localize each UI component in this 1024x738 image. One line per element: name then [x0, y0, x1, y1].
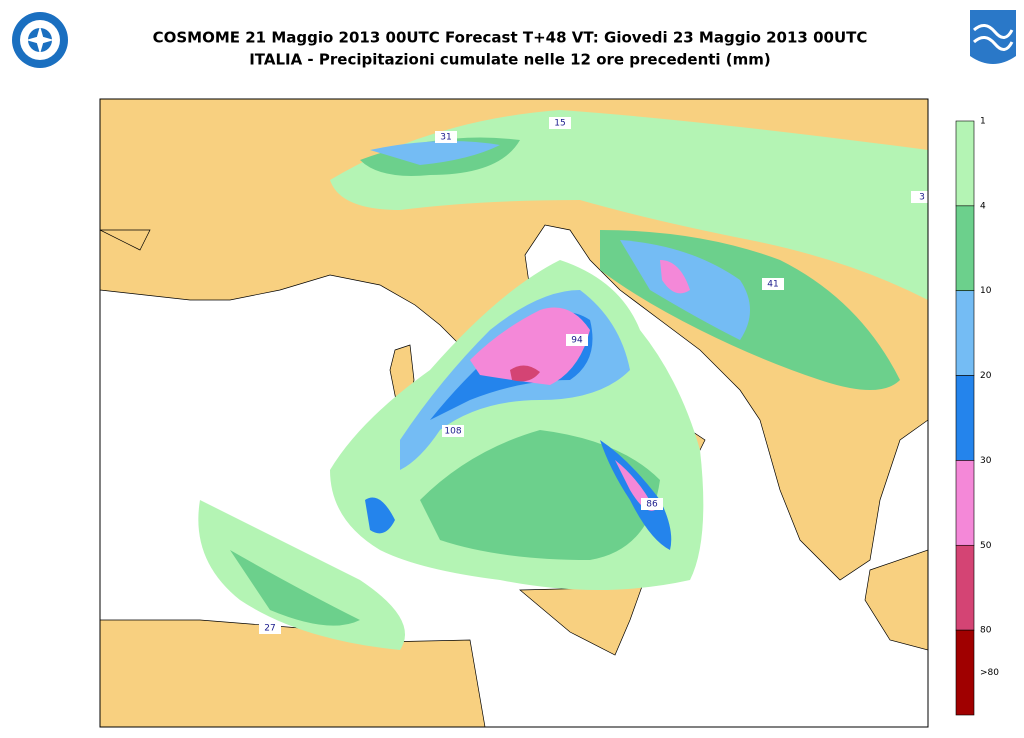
- max-label-box: [549, 117, 571, 129]
- max-label: 31: [440, 133, 451, 143]
- colorbar-segment: [955, 120, 975, 207]
- colorbar-label: >80: [980, 668, 999, 678]
- colorbar-label: 10: [980, 286, 992, 296]
- max-label: 41: [767, 280, 778, 290]
- colorbar-segment: [955, 544, 975, 631]
- max-label-box: [442, 425, 464, 437]
- colorbar-segment: [955, 375, 975, 461]
- map-frame: [99, 98, 929, 728]
- title: COSMOME 21 Maggio 2013 00UTC Forecast T+…: [153, 29, 868, 47]
- colorbar-segment: [955, 290, 975, 376]
- max-label: 15: [554, 119, 565, 129]
- colorbar-label: 20: [980, 371, 992, 381]
- precipitation: [198, 110, 928, 650]
- max-label-box: [911, 191, 928, 203]
- colorbar-label: 50: [980, 541, 992, 551]
- maxima: 31 15 3 41 94 108 86 27: [259, 117, 928, 634]
- max-label: 94: [571, 336, 583, 346]
- colorbar-segment: [955, 205, 975, 292]
- colorbar-segment: [955, 629, 975, 716]
- max-label-box: [259, 622, 281, 634]
- colorbar-label: 4: [980, 201, 986, 211]
- logo-left: [12, 12, 68, 68]
- max-label: 86: [646, 500, 658, 510]
- max-label: 27: [264, 624, 275, 634]
- map: 31 15 3 41 94 108 86 27: [100, 99, 928, 727]
- colorbar: 1 4 10 20 30 50 80 >80: [955, 117, 999, 716]
- logo-right: [970, 10, 1016, 64]
- subtitle: ITALIA - Precipitazioni cumulate nelle 1…: [249, 51, 771, 69]
- colorbar-label: 1: [980, 117, 986, 127]
- max-label-box: [641, 498, 663, 510]
- max-label-box: [566, 334, 588, 346]
- colorbar-label: 30: [980, 456, 992, 466]
- max-label-box: [435, 131, 457, 143]
- colorbar-label: 80: [980, 626, 992, 636]
- colorbar-segment: [955, 460, 975, 546]
- max-label: 108: [444, 427, 461, 437]
- max-label: 3: [919, 193, 925, 203]
- max-label-box: [762, 278, 784, 290]
